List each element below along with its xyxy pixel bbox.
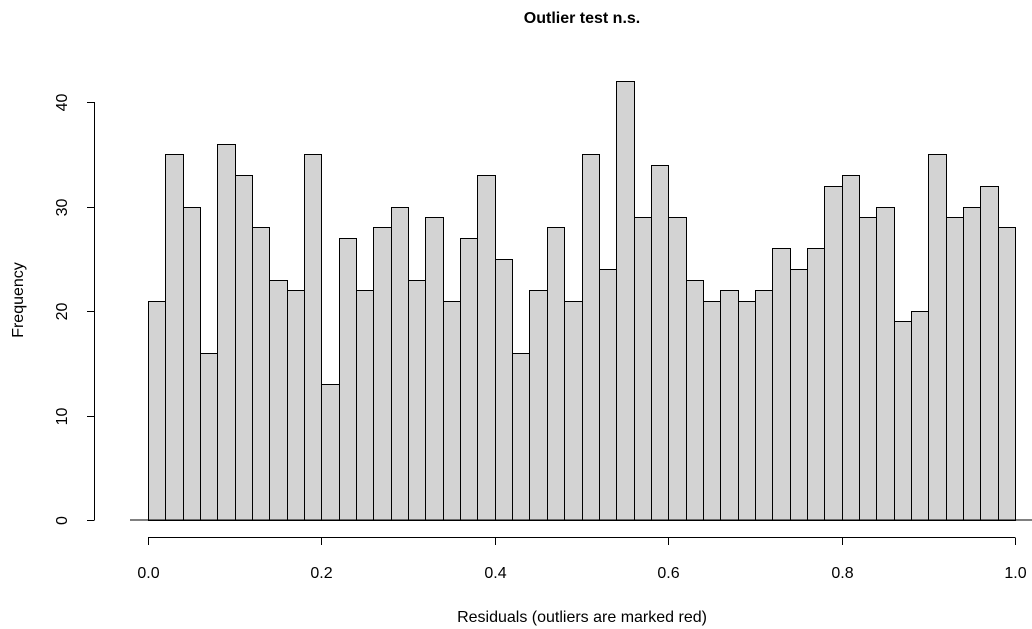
histogram-bar <box>980 186 999 521</box>
histogram-bar <box>824 186 843 521</box>
histogram-bar <box>391 207 409 521</box>
histogram-bar <box>148 301 166 521</box>
histogram-bar <box>599 269 617 521</box>
histogram-bar <box>200 353 218 521</box>
x-tick-label: 0.6 <box>657 565 679 582</box>
x-tick-label: 0.4 <box>484 565 506 582</box>
histogram-bar <box>529 290 548 521</box>
y-tick-label: 0 <box>54 516 71 525</box>
y-tick-label: 10 <box>54 408 71 426</box>
histogram-bar <box>946 217 964 521</box>
histogram-bar <box>165 154 184 521</box>
histogram-bar <box>911 311 929 521</box>
y-tick-label: 20 <box>54 303 71 321</box>
chart-title: Outlier test n.s. <box>524 10 640 27</box>
histogram-bar <box>217 144 236 521</box>
histogram-bar <box>287 290 305 521</box>
histogram-bar <box>963 207 981 521</box>
x-axis: 0.0 0.2 0.4 0.6 0.8 1.0 <box>137 537 1027 582</box>
histogram-bar <box>790 269 808 521</box>
bars-group <box>148 81 1016 521</box>
histogram-bar <box>183 207 201 521</box>
histogram-bar <box>634 217 652 521</box>
x-tick-label: 1.0 <box>1004 565 1026 582</box>
x-tick-label: 0.8 <box>831 565 853 582</box>
histogram-bar <box>460 238 478 521</box>
histogram-bar <box>651 165 669 521</box>
y-axis-label: Frequency <box>10 262 27 338</box>
histogram-bar <box>495 259 513 521</box>
histogram-bar <box>807 248 825 521</box>
histogram-bar <box>443 301 461 521</box>
histogram-bar <box>703 301 721 521</box>
histogram-bar <box>720 290 739 521</box>
histogram-bar <box>235 175 253 521</box>
x-tick-label: 0.0 <box>137 565 159 582</box>
x-axis-label: Residuals (outliers are marked red) <box>457 609 707 626</box>
y-axis: 0 10 20 30 40 <box>54 94 95 525</box>
histogram-bar <box>512 353 530 521</box>
histogram-bar <box>408 280 426 521</box>
histogram-bar <box>339 238 357 521</box>
histogram-bar <box>425 217 444 521</box>
histogram-bar <box>894 321 912 521</box>
histogram-bar <box>998 227 1016 521</box>
histogram-bar <box>876 207 895 521</box>
histogram-bar <box>738 301 756 521</box>
histogram-bar <box>668 217 687 521</box>
histogram-bar <box>477 175 496 521</box>
histogram-bar <box>547 227 565 521</box>
histogram-bar <box>564 301 583 521</box>
histogram-bar <box>928 154 947 521</box>
y-tick-label: 30 <box>54 199 71 217</box>
histogram-bar <box>772 248 791 521</box>
histogram-bar <box>356 290 374 521</box>
histogram-bar <box>321 384 340 521</box>
histogram-bar <box>616 81 635 521</box>
y-tick-label: 40 <box>54 94 71 112</box>
histogram-bar <box>686 280 704 521</box>
x-tick-label: 0.2 <box>310 565 332 582</box>
histogram-bar <box>582 154 600 521</box>
histogram-bar <box>373 227 392 521</box>
histogram-bar <box>304 154 322 521</box>
histogram-bar <box>252 227 270 521</box>
histogram-bar <box>269 280 288 521</box>
histogram-bar <box>842 175 860 521</box>
histogram-bar <box>755 290 773 521</box>
histogram-bar <box>859 217 877 521</box>
